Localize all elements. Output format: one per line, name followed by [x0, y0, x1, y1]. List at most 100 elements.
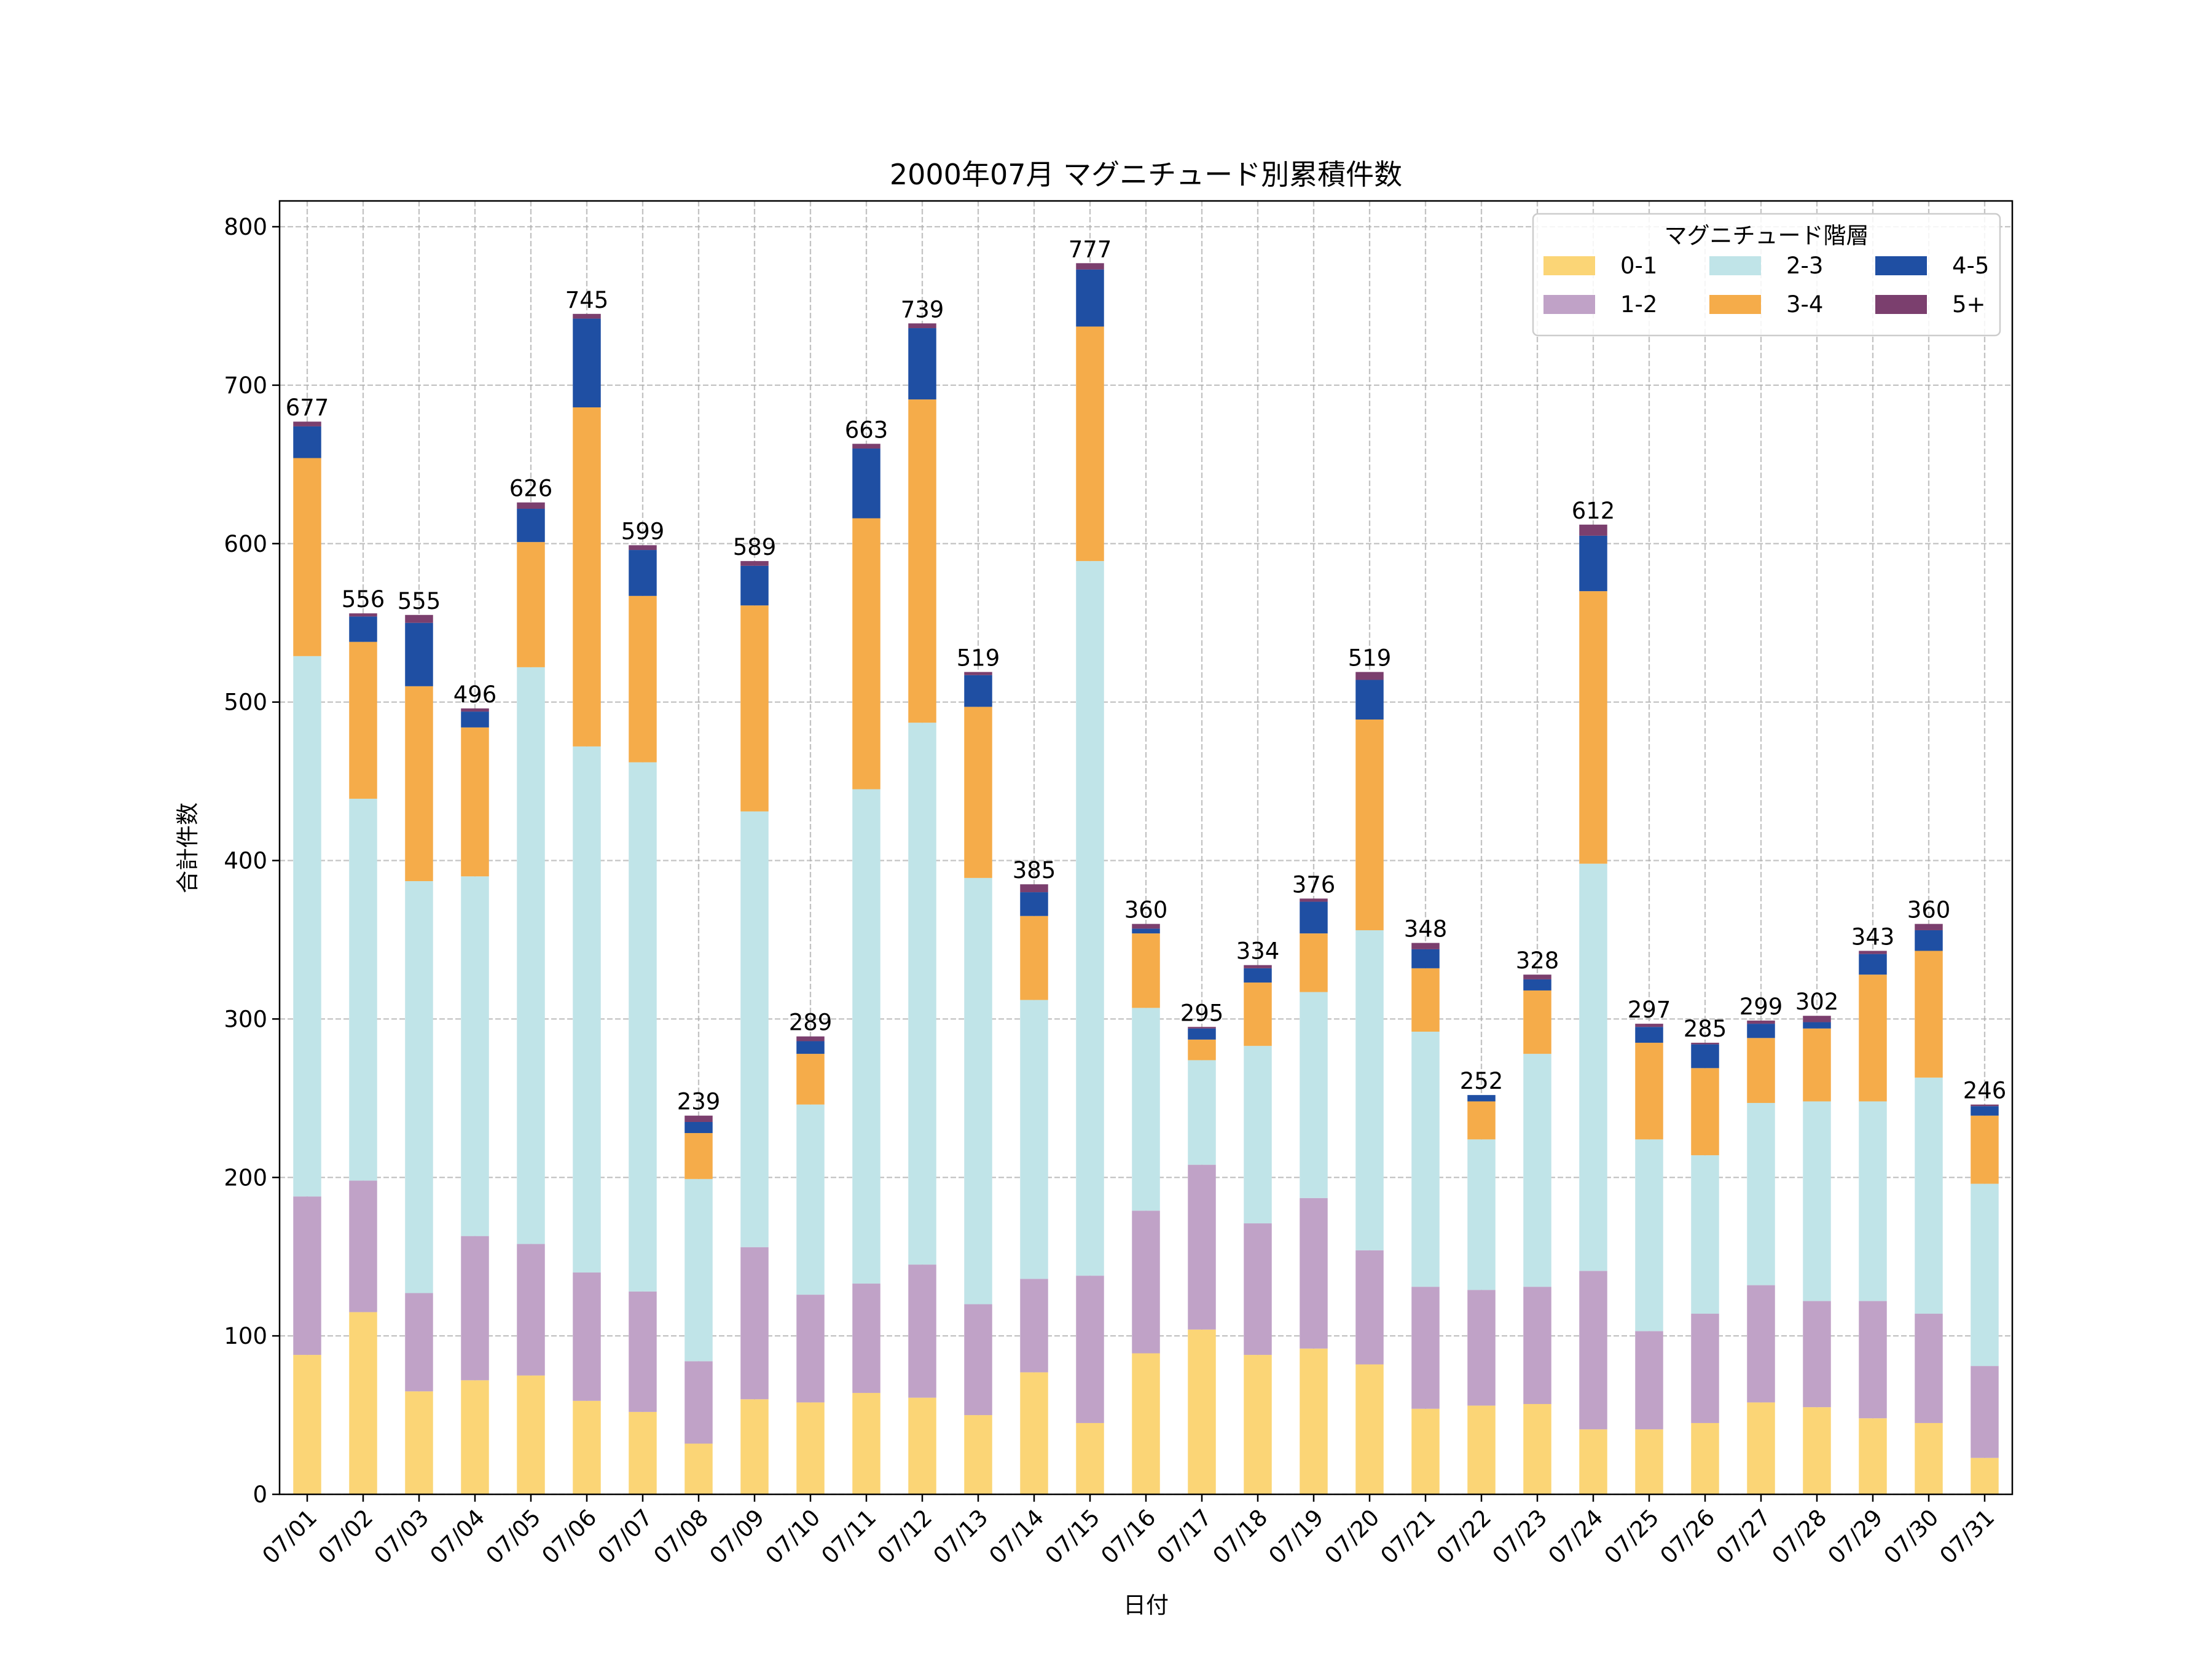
bar-segment-5plus — [461, 708, 489, 712]
bar-segment-3-4 — [796, 1054, 825, 1105]
legend-item-3-4: 3-4 — [1709, 291, 1823, 318]
bar-segment-5plus — [1355, 672, 1384, 680]
bar-segment-5plus — [1411, 943, 1440, 949]
bar-segment-1-2 — [1859, 1301, 1887, 1419]
bar-segment-3-4 — [349, 641, 377, 799]
bar-segment-3-4 — [1635, 1043, 1663, 1140]
total-label: 677 — [286, 394, 329, 421]
total-label: 239 — [677, 1089, 721, 1115]
y-tick-label: 500 — [224, 689, 267, 716]
bar-segment-0-1 — [293, 1355, 321, 1494]
bar-stack — [684, 1115, 713, 1494]
bar-segment-0-1 — [740, 1399, 769, 1494]
bar-segment-5plus — [852, 444, 880, 449]
bar-segment-3-4 — [684, 1133, 713, 1179]
bar-segment-3-4 — [1691, 1068, 1719, 1156]
bar-segment-2-3 — [1523, 1054, 1551, 1287]
legend-swatch — [1875, 256, 1927, 275]
bar-segment-0-1 — [908, 1397, 936, 1494]
total-label: 289 — [789, 1010, 833, 1036]
bar-segment-2-3 — [1076, 561, 1104, 1276]
total-label: 612 — [1572, 498, 1615, 524]
bar-segment-5plus — [684, 1115, 713, 1122]
bar-segment-1-2 — [740, 1247, 769, 1400]
bar-segment-4-5 — [1076, 269, 1104, 327]
bar-segment-2-3 — [1579, 863, 1607, 1271]
bar-segment-0-1 — [1915, 1422, 1943, 1494]
bar-segment-4-5 — [684, 1121, 713, 1134]
legend-label: 5+ — [1952, 291, 1986, 318]
bar-segment-0-1 — [1300, 1348, 1328, 1494]
bar-segment-4-5 — [908, 328, 936, 400]
bar-segment-0-1 — [1635, 1429, 1663, 1494]
y-axis-label: 合計件数 — [175, 802, 201, 893]
bar-segment-0-1 — [1579, 1429, 1607, 1494]
bar-segment-1-2 — [573, 1272, 601, 1401]
bar-segment-1-2 — [1691, 1314, 1719, 1423]
bar-segment-4-5 — [1188, 1028, 1216, 1040]
bar-segment-2-3 — [1244, 1046, 1272, 1224]
data-labels: 677 556 555 496 626 745 599 239 589 289 663 739 519 3… — [286, 236, 2007, 1115]
total-label: 297 — [1628, 997, 1671, 1023]
bar-segment-2-3 — [517, 667, 545, 1244]
bar-segment-2-3 — [1020, 1000, 1048, 1279]
bar-segment-3-4 — [1971, 1115, 1999, 1184]
chart-title: 2000年07月 マグニチュード別累積件数 — [890, 158, 1402, 191]
bar-segment-1-2 — [908, 1265, 936, 1398]
bar-segment-3-4 — [405, 686, 433, 882]
legend-swatch — [1709, 295, 1761, 314]
bar-segment-4-5 — [573, 318, 601, 407]
bar-segment-2-3 — [908, 723, 936, 1265]
legend-item-1-2: 1-2 — [1543, 291, 1657, 318]
bar-stack — [1355, 672, 1384, 1494]
bar-segment-2-3 — [1915, 1077, 1943, 1314]
bar-segment-1-2 — [1411, 1287, 1440, 1409]
bar-segment-0-1 — [1132, 1353, 1160, 1494]
bar-segment-1-2 — [1132, 1210, 1160, 1354]
total-label: 777 — [1069, 236, 1112, 262]
bar-stack — [1188, 1027, 1216, 1494]
bar-segment-4-5 — [740, 565, 769, 606]
total-label: 285 — [1684, 1016, 1727, 1042]
bar-segment-3-4 — [1915, 951, 1943, 1078]
bar-segment-5plus — [908, 323, 936, 329]
bar-segment-4-5 — [1691, 1044, 1719, 1069]
bar-segment-3-4 — [964, 707, 992, 878]
bar-segment-3-4 — [1132, 933, 1160, 1008]
bar-segment-0-1 — [1747, 1402, 1775, 1494]
bar-segment-2-3 — [573, 746, 601, 1273]
bar-segment-3-4 — [1523, 990, 1551, 1054]
total-label: 739 — [901, 296, 944, 323]
bar-segment-0-1 — [684, 1443, 713, 1494]
bar-stack — [1132, 924, 1160, 1494]
bar-segment-4-5 — [405, 622, 433, 686]
bar-stack — [1803, 1016, 1831, 1494]
total-label: 302 — [1795, 989, 1839, 1015]
bar-segment-5plus — [1579, 524, 1607, 536]
bar-stack — [796, 1036, 825, 1494]
bar-segment-2-3 — [1411, 1032, 1440, 1287]
bar-segment-0-1 — [1691, 1422, 1719, 1494]
bar-stack — [405, 614, 433, 1494]
bar-segment-2-3 — [684, 1179, 713, 1362]
bar-segment-5plus — [796, 1036, 825, 1041]
bar-segment-0-1 — [1188, 1329, 1216, 1494]
bar-segment-1-2 — [796, 1295, 825, 1403]
bar-segment-5plus — [629, 545, 657, 551]
bar-segment-0-1 — [964, 1415, 992, 1494]
bar-segment-1-2 — [461, 1236, 489, 1381]
bar-stack — [573, 313, 601, 1494]
legend-label: 2-3 — [1786, 253, 1823, 279]
bar-segment-3-4 — [1355, 719, 1384, 930]
bar-segment-0-1 — [629, 1411, 657, 1494]
bar-segment-4-5 — [1020, 892, 1048, 916]
bar-segment-4-5 — [1803, 1022, 1831, 1029]
bar-segment-4-5 — [349, 616, 377, 642]
y-tick-label: 200 — [224, 1164, 267, 1191]
bar-segment-0-1 — [1411, 1408, 1440, 1494]
bar-segment-3-4 — [461, 727, 489, 877]
bar-segment-5plus — [349, 613, 377, 617]
bar-segment-4-5 — [1915, 930, 1943, 951]
bar-stack — [1579, 524, 1607, 1494]
